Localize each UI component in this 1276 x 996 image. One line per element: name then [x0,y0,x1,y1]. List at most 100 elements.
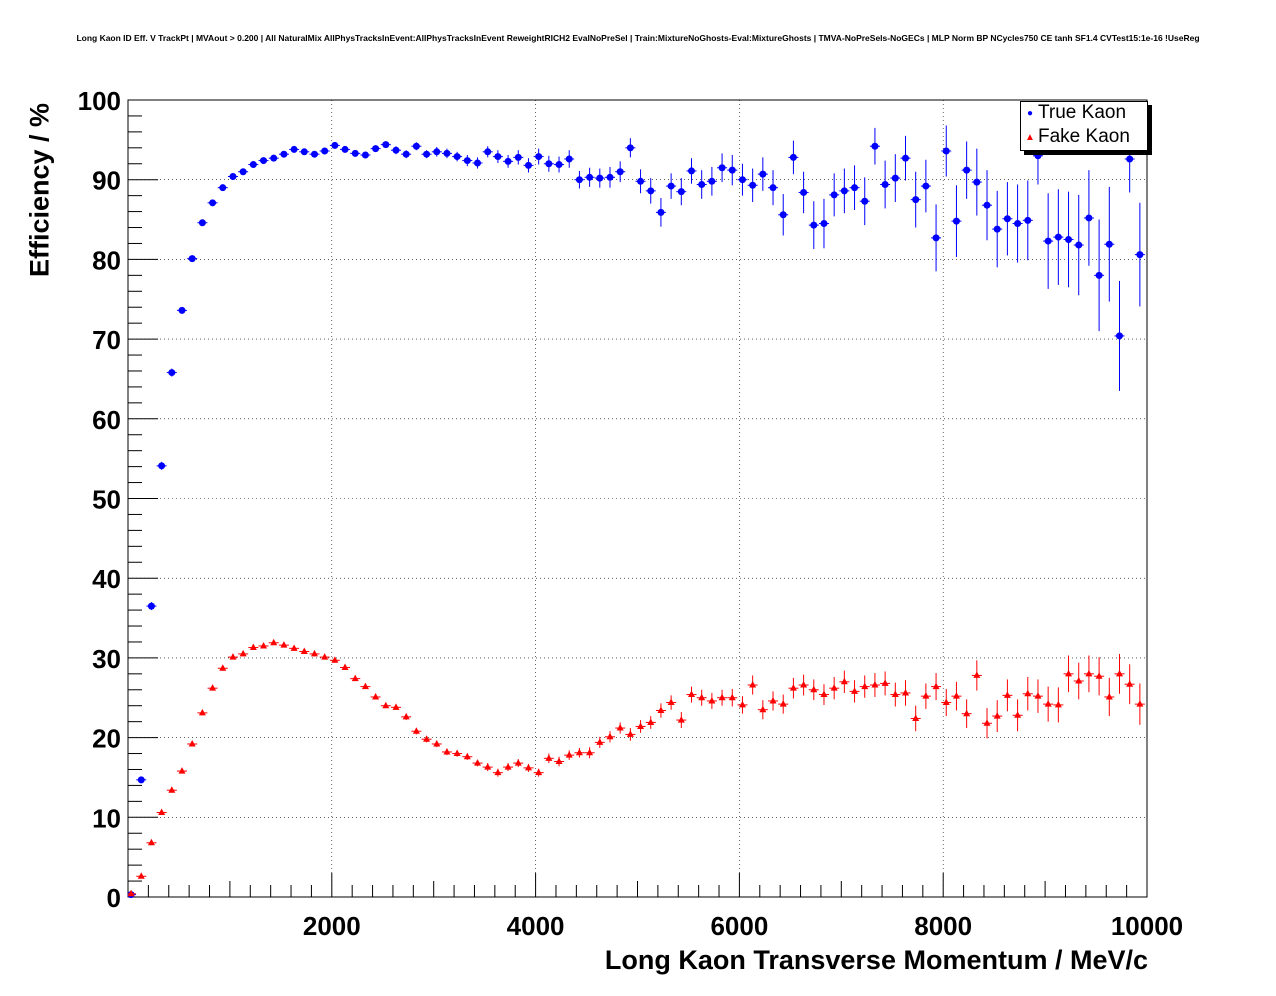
data-point [637,722,645,729]
data-point [402,712,410,720]
data-point [840,187,848,195]
data-point [535,768,543,776]
data-point [260,157,268,165]
data-point [331,656,339,663]
data-point [830,684,838,691]
data-point [545,754,553,761]
data-point [861,682,869,690]
data-point [351,674,359,682]
data-point [249,643,257,651]
data-point [514,153,522,161]
data-point [239,649,247,657]
data-point [626,144,634,152]
data-point [1115,332,1123,340]
data-point [1075,241,1083,249]
data-point [1044,237,1052,245]
data-point [616,724,624,731]
data-point [820,690,828,698]
data-point [657,208,665,216]
data-point [861,197,869,205]
data-point [484,763,492,770]
data-point [718,164,726,172]
legend-item-true-kaon: ● True Kaon [1025,102,1126,124]
data-point [158,462,166,470]
data-point [178,306,186,314]
data-point [952,217,960,225]
data-point [810,221,818,229]
data-point [1085,669,1093,677]
data-point [1105,692,1113,700]
data-point [453,749,461,757]
data-point [494,768,502,776]
data-point [1003,215,1011,223]
data-point [239,168,247,176]
triangle-marker-icon: ▲ [1025,131,1035,143]
data-point [779,211,787,219]
data-point [769,696,777,704]
data-point [1126,680,1134,687]
y-tick-label: 60 [92,405,121,435]
data-point [260,641,268,649]
data-point [993,712,1001,719]
legend-label: True Kaon [1038,102,1127,123]
x-axis-label: Long Kaon Transverse Momentum / MeV/c [604,945,1148,975]
legend: ● True Kaon ▲ Fake Kaon [1020,101,1148,151]
y-tick-label: 80 [92,245,121,275]
data-point [1003,691,1011,698]
data-point [372,692,380,700]
y-tick-label: 70 [92,325,121,355]
data-point [433,148,441,156]
data-point [280,641,288,648]
data-point [453,153,461,161]
data-point [290,145,298,153]
data-point [504,157,512,165]
data-point [1075,677,1083,684]
data-point [300,647,308,655]
data-point [504,763,512,770]
data-point [881,679,889,686]
data-point [596,738,604,745]
data-point [1034,692,1042,699]
data-point [789,684,797,691]
data-point [341,145,349,153]
data-point [983,201,991,209]
chart-title: Long Kaon ID Eff. V TrackPt | MVAout > 0… [76,33,1200,43]
data-point [270,638,278,646]
data-point [1085,214,1093,222]
data-point [412,142,420,150]
data-point [361,682,369,690]
data-point [871,142,879,150]
data-point [942,147,950,155]
data-point [901,154,909,162]
data-point [963,709,971,717]
data-point [800,680,808,688]
legend-label: Fake Kaon [1038,126,1130,147]
data-point [728,693,736,701]
data-point [382,701,390,709]
data-point [137,872,145,879]
data-point [331,141,339,149]
data-point [932,234,940,242]
y-axis-label: Efficiency / % [24,102,55,278]
data-point [188,739,196,747]
data-point [474,759,482,766]
data-point [973,178,981,186]
data-point [810,685,818,693]
data-point [382,141,390,149]
data-point [310,649,318,657]
data-point [514,759,522,766]
data-point [606,732,614,740]
data-point [1115,669,1123,677]
data-point [973,671,981,678]
data-point [565,751,573,758]
data-point [637,177,645,185]
data-point [688,690,696,698]
data-point [912,196,920,204]
data-point [280,150,288,158]
data-point [626,730,634,737]
data-point [779,700,787,707]
data-point [555,161,563,169]
data-point [881,180,889,188]
data-point [1024,689,1032,697]
